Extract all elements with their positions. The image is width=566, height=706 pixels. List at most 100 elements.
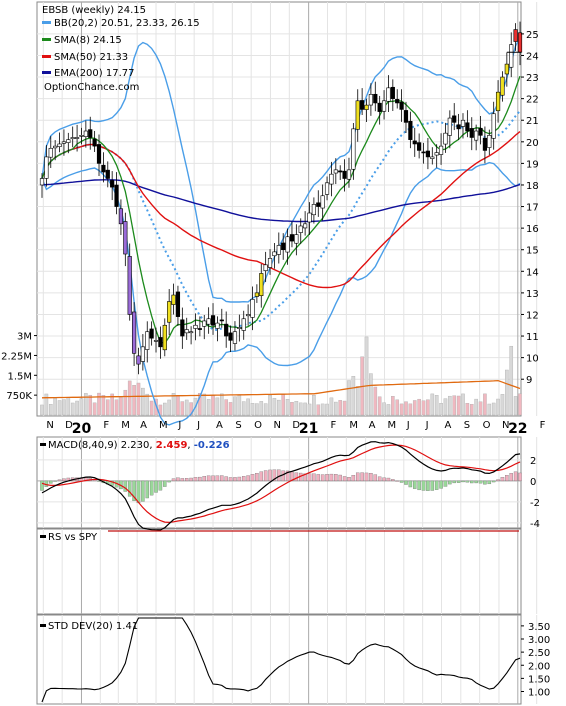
macd-histogram-bar [382, 477, 386, 482]
macd-histogram-bar [127, 480, 132, 497]
candle-body [465, 122, 470, 132]
volume-bar [369, 373, 373, 416]
volume-bar [132, 385, 136, 416]
macd-histogram-bar [377, 476, 382, 482]
candle-body [495, 91, 501, 112]
volume-bar [377, 396, 382, 416]
volume-bar [294, 401, 299, 416]
macd-histogram-bar [158, 480, 163, 491]
volume-bar [487, 403, 492, 416]
volume-bar [79, 398, 84, 416]
volume-bar [399, 403, 404, 416]
price-tick-label: 20 [526, 138, 539, 149]
candle-body [74, 137, 80, 139]
candle-body [342, 170, 347, 179]
volume-bar [44, 393, 49, 416]
candle-body [202, 320, 207, 327]
candle-body [215, 322, 220, 329]
macd-histogram-bar [470, 480, 474, 484]
macd-histogram-bar [224, 476, 228, 482]
volume-bar [434, 395, 439, 416]
volume-bar [57, 400, 62, 416]
candle-body [228, 332, 233, 341]
month-label: D [292, 420, 300, 431]
candle-body [272, 251, 277, 257]
rs-panel-frame [36, 528, 522, 615]
price-tick-label: 12 [526, 310, 539, 321]
candle-body [88, 129, 93, 138]
candle-body [180, 319, 185, 337]
volume-tick-label: 1.5M [7, 371, 32, 382]
volume-bar [149, 400, 154, 416]
candle-body [101, 164, 106, 173]
month-label: N [46, 420, 53, 431]
candle-body [513, 29, 518, 42]
macd-histogram-bar [413, 480, 417, 489]
candle-body [474, 130, 479, 141]
volume-bar [228, 402, 233, 416]
macd-histogram-bar [334, 474, 338, 482]
macd-signal-line [41, 444, 521, 524]
volume-bar [303, 402, 307, 416]
month-label: J [196, 420, 200, 431]
macd-histogram-bar [439, 480, 443, 489]
volume-bar [255, 403, 259, 416]
candle-body [48, 147, 53, 158]
volume-bar [320, 403, 325, 416]
candle-body [355, 100, 360, 130]
candle-body [254, 292, 259, 297]
candle-body [438, 145, 444, 155]
month-label: S [464, 420, 470, 431]
volume-bar [84, 393, 88, 416]
stddev-tick-label: 3.50 [528, 622, 550, 633]
volume-bar [395, 399, 400, 416]
volume-bar [211, 395, 215, 416]
macd-histogram-bar [123, 480, 128, 492]
macd-histogram-bar [465, 480, 470, 483]
candle-body [158, 337, 163, 348]
macd-histogram-bar [487, 480, 492, 485]
macd-histogram-bar [268, 469, 272, 482]
volume-bar [167, 399, 171, 416]
month-label: A [216, 420, 223, 431]
volume-bar [469, 404, 474, 416]
candle-body [403, 110, 409, 123]
volume-bar [483, 393, 487, 416]
volume-bar [285, 399, 290, 416]
macd-title: MACD(8,40,9) 2.230, 2.459, -0.226 [48, 440, 230, 451]
macd-histogram-bar [395, 480, 399, 482]
candle-body [127, 256, 132, 315]
volume-bar [141, 387, 145, 416]
volume-bar [48, 404, 53, 416]
candle-body [469, 128, 474, 138]
volume-bar [465, 402, 470, 416]
month-label: F [540, 420, 546, 431]
legend-sma50: SMA(50) 21.33 [54, 52, 128, 63]
candle-body [303, 223, 308, 229]
macd-histogram-bar [316, 474, 321, 482]
month-label: M [349, 420, 358, 431]
volume-bar [518, 393, 522, 416]
candle-body [329, 173, 334, 185]
volume-bar [114, 399, 119, 416]
candle-body [487, 135, 492, 148]
macd-histogram-bar [452, 480, 456, 484]
month-label: J [406, 420, 410, 431]
candle-body [373, 93, 378, 104]
volume-bar [448, 395, 452, 416]
price-tick-label: 15 [526, 246, 539, 257]
price-tick-label: 17 [526, 203, 539, 214]
candle-body [153, 340, 159, 342]
candle-body [285, 236, 290, 253]
candle-body [390, 86, 395, 99]
macd-histogram-bar [509, 473, 513, 482]
macd-histogram-bar [351, 475, 356, 482]
month-label: F [330, 420, 336, 431]
month-label: D [65, 420, 73, 431]
month-label: M [159, 420, 168, 431]
candle-body [294, 234, 299, 244]
candle-body [131, 311, 137, 354]
stddev-swatch [40, 624, 46, 627]
volume-bar [206, 399, 211, 416]
candle-body [351, 128, 356, 170]
